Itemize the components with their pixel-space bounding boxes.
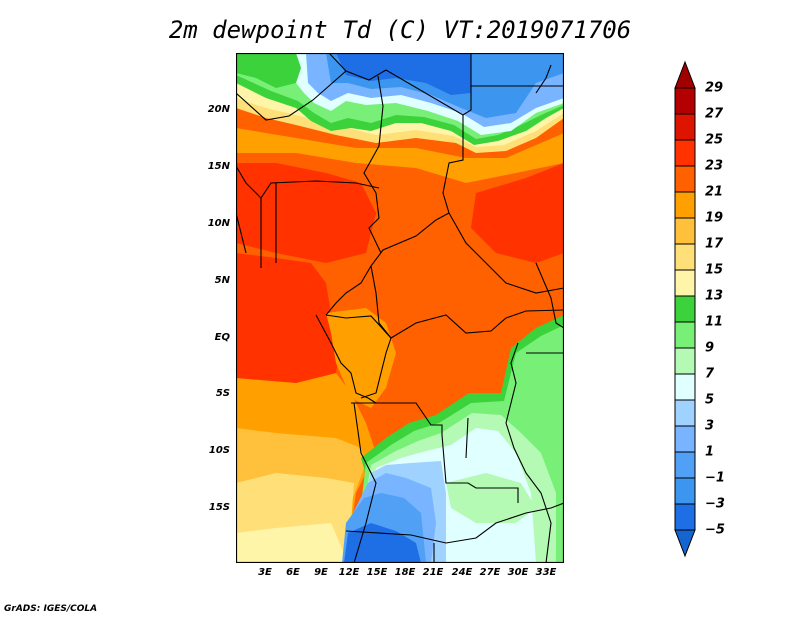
dewpoint-map	[236, 53, 564, 563]
lon-label-6e: 6E	[286, 567, 300, 578]
lat-label-10s: 10S	[208, 445, 230, 456]
colorbar-label: 9	[705, 340, 715, 356]
lon-label-9e: 9E	[314, 567, 328, 578]
colorbar-label: 29	[705, 80, 724, 96]
field-ocean-13-15	[236, 523, 344, 563]
colorbar-segment	[674, 477, 696, 505]
lat-label-20n: 20N	[207, 104, 230, 115]
field-nw-green	[236, 53, 301, 88]
colorbar	[674, 60, 696, 558]
lat-label-5n: 5N	[214, 275, 230, 286]
lat-label-10n: 10N	[207, 218, 230, 229]
colorbar-label: −3	[705, 496, 725, 512]
lon-label-24e: 24E	[451, 567, 473, 578]
grads-credit: GrADS: IGES/COLA	[4, 604, 98, 614]
colorbar-label: 25	[705, 132, 724, 148]
field-sahel-23-25-east	[471, 163, 564, 263]
colorbar-label: 23	[705, 158, 724, 174]
colorbar-segment	[674, 243, 696, 271]
colorbar-label: 11	[705, 314, 724, 330]
lat-label-eq: EQ	[214, 332, 230, 343]
colorbar-label: 19	[705, 210, 724, 226]
colorbar-label: 13	[705, 288, 724, 304]
colorbar-segment	[674, 425, 696, 453]
colorbar-segment	[674, 399, 696, 427]
lat-label-15s: 15S	[208, 502, 230, 513]
field-sahel-19-21	[236, 128, 564, 183]
lat-label-5s: 5S	[215, 388, 230, 399]
colorbar-label: 1	[705, 444, 715, 460]
field-north-m5-m3	[336, 53, 471, 95]
lon-label-27e: 27E	[479, 567, 501, 578]
colorbar-segment	[674, 295, 696, 323]
field-south-green-patch	[446, 473, 536, 523]
lon-label-3e: 3E	[258, 567, 272, 578]
colorbar-label: −1	[705, 470, 725, 486]
colorbar-segment	[674, 139, 696, 167]
lon-label-12e: 12E	[338, 567, 360, 578]
lon-label-18e: 18E	[394, 567, 416, 578]
colorbar-segment	[674, 165, 696, 193]
colorbar-segment	[674, 113, 696, 141]
colorbar-segment	[674, 347, 696, 375]
colorbar-bottom-arrow	[674, 529, 696, 558]
colorbar-label: 7	[705, 366, 715, 382]
colorbar-segment	[674, 503, 696, 531]
colorbar-label: 15	[705, 262, 724, 278]
lon-label-21e: 21E	[422, 567, 444, 578]
colorbar-segment	[674, 191, 696, 219]
map-frame	[236, 53, 564, 563]
lat-label-15n: 15N	[207, 161, 230, 172]
colorbar-segment	[674, 217, 696, 245]
colorbar-label: 17	[705, 236, 724, 252]
field-gulf-23-25	[236, 253, 341, 383]
lon-label-33e: 33E	[535, 567, 557, 578]
colorbar-label: 5	[705, 392, 715, 408]
colorbar-segment	[674, 269, 696, 297]
colorbar-label: 3	[705, 418, 715, 434]
colorbar-segment	[674, 321, 696, 349]
colorbar-segment	[674, 87, 696, 115]
colorbar-label: 27	[705, 106, 724, 122]
country-borders	[236, 53, 564, 563]
colorbar-label: −5	[705, 522, 725, 538]
colorbar-label: 21	[705, 184, 724, 200]
field-sahel-23-25-west	[236, 163, 376, 263]
colorbar-segment	[674, 451, 696, 479]
plot-title: 2m dewpoint Td (C) VT:2019071706	[168, 16, 632, 44]
lon-label-15e: 15E	[366, 567, 388, 578]
colorbar-segment	[674, 373, 696, 401]
lon-label-30e: 30E	[507, 567, 529, 578]
colorbar-top-arrow	[674, 60, 696, 89]
